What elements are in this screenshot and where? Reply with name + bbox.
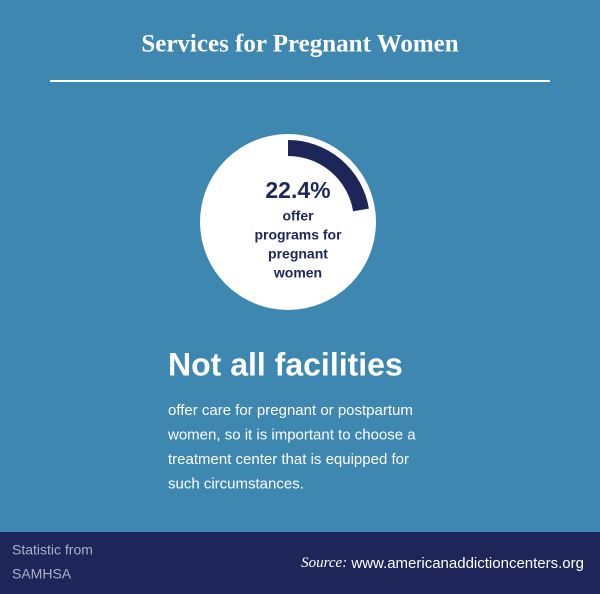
credit-line: Statistic from: [12, 542, 93, 558]
body-text: such circumstances.: [168, 475, 304, 492]
body-text: offer care for pregnant or postpartum: [168, 402, 413, 419]
gauge-label: women: [273, 265, 322, 281]
body-text: treatment center that is equipped for: [168, 451, 409, 468]
gauge-label: pregnant: [268, 246, 328, 262]
credit-line: SAMHSA: [12, 566, 72, 582]
headline: Not all facilities: [168, 346, 403, 382]
body-text: women, so it is important to choose a: [167, 426, 416, 443]
value-label: 22.4%: [265, 177, 330, 203]
gauge-label: programs for: [254, 227, 342, 243]
source: Source: www.americanaddictioncenters.org: [301, 555, 584, 572]
source-url: www.americanaddictioncenters.org: [350, 555, 584, 572]
title: Services for Pregnant Women: [141, 31, 458, 58]
gauge-disc: [200, 134, 376, 310]
source-prefix: Source:: [301, 555, 347, 571]
gauge-arc: [287, 140, 369, 212]
footer: [0, 532, 600, 594]
gauge-label: offer: [282, 208, 314, 224]
